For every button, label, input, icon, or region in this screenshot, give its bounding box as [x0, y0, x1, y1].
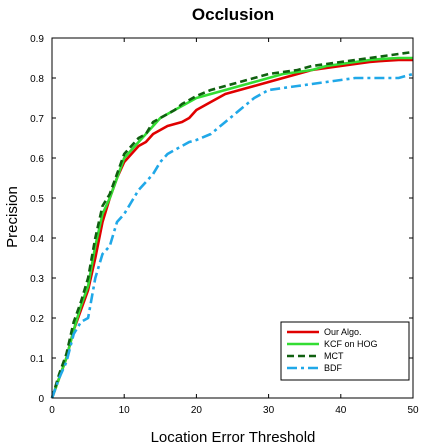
legend: Our Algo. KCF on HOG MCT BDF	[280, 321, 410, 381]
y-tick-label: 0.2	[30, 314, 44, 325]
x-tick-label: 10	[119, 405, 131, 416]
x-tick-label: 50	[407, 405, 419, 416]
y-tick-label: 0.1	[30, 354, 44, 365]
x-axis-label: Location Error Threshold	[151, 429, 316, 446]
y-tick-label: 0.9	[30, 34, 44, 45]
chart-title: Occlusion	[192, 5, 274, 24]
y-tick-label: 0.4	[30, 234, 44, 245]
ticks-layer: 0 10 20 30 40 50 0 0.1 0.2 0.3 0.4 0.5 0.6 0.7 0.8 0.9	[30, 34, 419, 416]
y-tick-label: 0.7	[30, 114, 44, 125]
series-layer	[50, 50, 414, 399]
y-tick-label: 0.6	[30, 154, 44, 165]
series-line-4	[50, 72, 414, 399]
legend-label: Our Algo.	[324, 327, 362, 337]
plot-frame	[51, 37, 414, 399]
y-tick-label: 0.3	[30, 274, 44, 285]
y-axis-label: Precision	[4, 186, 21, 248]
x-tick-label: 20	[191, 405, 203, 416]
legend-label: BDF	[324, 363, 343, 373]
y-tick-label: 0	[38, 394, 44, 405]
y-tick-label: 0.8	[30, 74, 44, 85]
x-tick-label: 40	[335, 405, 347, 416]
y-tick-label: 0.5	[30, 194, 44, 205]
series-line-1	[50, 58, 413, 399]
legend-label: KCF on HOG	[324, 339, 378, 349]
x-tick-label: 30	[263, 405, 275, 416]
x-tick-label: 0	[49, 405, 55, 416]
series-line-3	[50, 50, 414, 399]
legend-label: MCT	[324, 351, 344, 361]
